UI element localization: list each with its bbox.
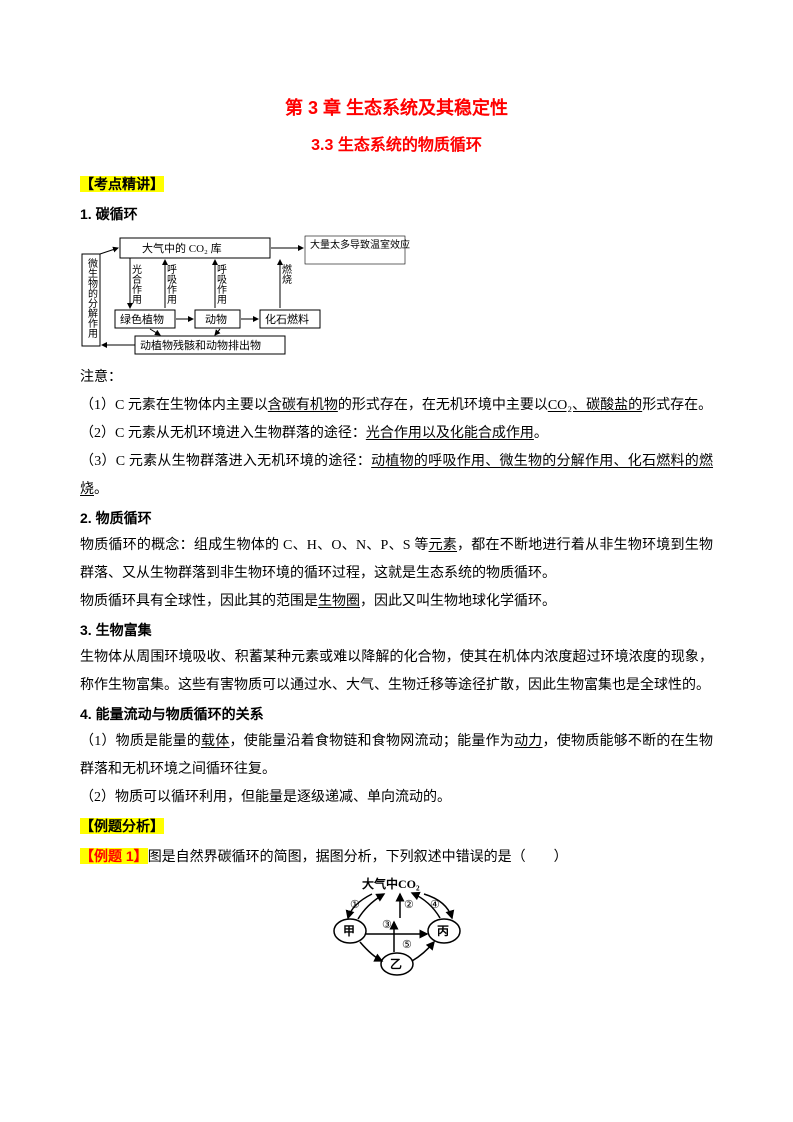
svg-text:微生物的分解作用: 微生物的分解作用 [86, 257, 98, 339]
para-3: 生物体从周围环境吸收、积蓄某种元素或难以降解的化合物，使其在机体内浓度超过环境浓… [80, 644, 713, 700]
svg-text:化石燃料: 化石燃料 [265, 312, 309, 326]
document-page: 第 3 章 生态系统及其稳定性 3.3 生态系统的物质循环 【考点精讲】 1. … [0, 0, 793, 1122]
svg-text:乙: 乙 [390, 957, 402, 971]
section-title: 3.3 生态系统的物质循环 [80, 130, 713, 162]
example-1-diagram: .t2 { font-family:"SimSun"; font-size:12… [80, 876, 713, 987]
note-1: （1）C 元素在生物体内主要以含碳有机物的形式存在，在无机环境中主要以CO₂、碳… [80, 392, 713, 420]
svg-text:动植物残骸和动物排出物: 动植物残骸和动物排出物 [140, 338, 261, 352]
carbon-cycle-diagram: .bx { fill:#fff; stroke:#000; stroke-wid… [80, 234, 713, 356]
para-4b: （2）物质可以循环利用，但能量是逐级递减、单向流动的。 [80, 784, 713, 812]
para-2a: 物质循环的概念：组成生物体的 C、H、O、N、P、S 等元素，都在不断地进行着从… [80, 532, 713, 588]
chapter-title: 第 3 章 生态系统及其稳定性 [80, 90, 713, 126]
svg-text:大气中CO₂: 大气中CO₂ [362, 876, 420, 891]
heading-1: 1. 碳循环 [80, 200, 713, 228]
heading-2: 2. 物质循环 [80, 504, 713, 532]
svg-text:动物: 动物 [205, 312, 227, 326]
svg-text:⑤: ⑤ [402, 939, 412, 951]
example-1-label: 【例题 1】 [80, 848, 148, 864]
svg-text:绿色植物: 绿色植物 [120, 312, 164, 326]
example-1: 【例题 1】图是自然界碳循环的简图，据图分析，下列叙述中错误的是（ ） [80, 842, 713, 872]
svg-text:甲: 甲 [343, 924, 355, 938]
svg-text:大量太多导致温室效应: 大量太多导致温室效应 [310, 238, 410, 251]
svg-text:光合作用: 光合作用 [130, 263, 142, 305]
svg-text:丙: 丙 [437, 924, 449, 938]
keypoints-tag: 【考点精讲】 [80, 176, 164, 192]
svg-text:②: ② [404, 899, 414, 911]
para-4a: （1）物质是能量的载体，使能量沿着食物链和食物网流动；能量作为动力，使物质能够不… [80, 728, 713, 784]
svg-text:燃烧: 燃烧 [280, 263, 292, 285]
examples-tag: 【例题分析】 [80, 818, 164, 834]
svg-text:③: ③ [382, 919, 392, 931]
svg-text:呼吸作用: 呼吸作用 [215, 264, 227, 305]
heading-4: 4. 能量流动与物质循环的关系 [80, 700, 713, 728]
note-2: （2）C 元素从无机环境进入生物群落的途径：光合作用以及化能合成作用。 [80, 420, 713, 448]
note-label: 注意： [80, 364, 713, 392]
note-3: （3）C 元素从生物群落进入无机环境的途径：动植物的呼吸作用、微生物的分解作用、… [80, 448, 713, 504]
svg-text:①: ① [350, 899, 360, 911]
para-2b: 物质循环具有全球性，因此其的范围是生物圈，因此又叫生物地球化学循环。 [80, 588, 713, 616]
svg-text:呼吸作用: 呼吸作用 [165, 264, 177, 305]
svg-text:大气中的 CO₂ 库: 大气中的 CO₂ 库 [142, 241, 222, 255]
heading-3: 3. 生物富集 [80, 616, 713, 644]
svg-text:④: ④ [430, 899, 440, 911]
